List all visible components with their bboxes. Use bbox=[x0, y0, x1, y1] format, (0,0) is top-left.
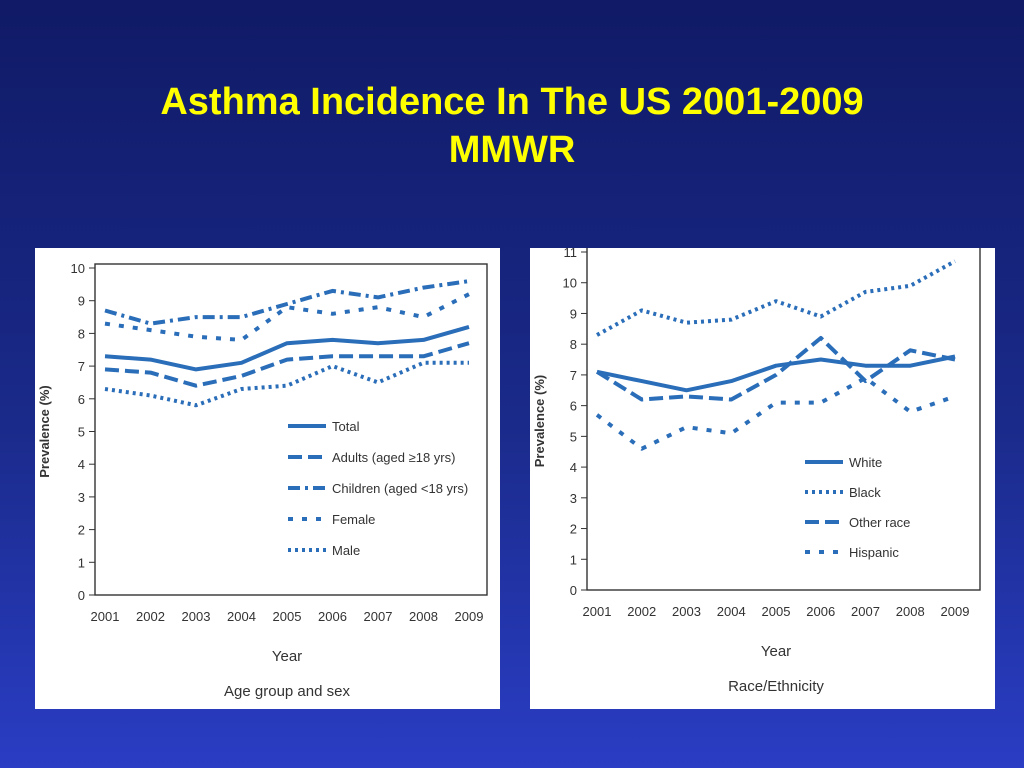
y-tick-label: 9 bbox=[78, 294, 85, 309]
legend-label: Black bbox=[849, 485, 881, 500]
y-tick-label: 8 bbox=[78, 326, 85, 341]
legend-label: Total bbox=[332, 419, 360, 434]
series-line-other-race bbox=[595, 336, 956, 402]
x-tick-label: 2005 bbox=[273, 609, 302, 624]
y-tick-label: 2 bbox=[78, 523, 85, 538]
x-tick-label: 2001 bbox=[91, 609, 120, 624]
legend-label: Children (aged <18 yrs) bbox=[332, 481, 468, 496]
x-tick-label: 2001 bbox=[583, 604, 612, 619]
series-line-male bbox=[104, 360, 469, 408]
y-tick-label: 6 bbox=[570, 399, 577, 414]
slide-title-line1: Asthma Incidence In The US 2001-2009 bbox=[160, 81, 864, 123]
y-tick-label: 9 bbox=[570, 306, 577, 321]
x-tick-label: 2002 bbox=[627, 604, 656, 619]
series-line-female bbox=[104, 292, 470, 342]
x-tick-label: 2006 bbox=[806, 604, 835, 619]
x-tick-label: 2004 bbox=[227, 609, 256, 624]
y-tick-label: 5 bbox=[78, 425, 85, 440]
y-tick-label: 8 bbox=[570, 337, 577, 352]
chart-caption: Race/Ethnicity bbox=[728, 678, 824, 695]
y-tick-label: 1 bbox=[570, 552, 577, 567]
x-tick-label: 2005 bbox=[762, 604, 791, 619]
y-tick-label: 0 bbox=[570, 583, 577, 598]
y-tick-label: 2 bbox=[570, 522, 577, 537]
y-tick-label: 7 bbox=[570, 368, 577, 383]
x-tick-label: 2009 bbox=[455, 609, 484, 624]
series-line-hispanic bbox=[595, 376, 956, 451]
x-tick-label: 2004 bbox=[717, 604, 746, 619]
y-tick-label: 4 bbox=[570, 460, 577, 475]
x-tick-label: 2008 bbox=[896, 604, 925, 619]
y-tick-label: 4 bbox=[78, 457, 85, 472]
series-line-black bbox=[596, 259, 956, 337]
x-tick-label: 2007 bbox=[851, 604, 880, 619]
y-tick-label: 10 bbox=[563, 276, 577, 291]
series-line-white bbox=[596, 354, 956, 393]
x-tick-label: 2009 bbox=[941, 604, 970, 619]
x-tick-label: 2003 bbox=[672, 604, 701, 619]
legend-label: Female bbox=[332, 512, 375, 527]
y-tick-label: 7 bbox=[78, 359, 85, 374]
x-axis-label: Year bbox=[272, 648, 302, 665]
chart-panel-age-sex: 0 1 2 3 4 5 6 7 8 9 10 2001 2002 2003 2004 2005 2006 2007… bbox=[35, 248, 500, 709]
chart-age-group-sex: 0 1 2 3 4 5 6 7 8 9 10 2001 2002 2003 2004 2005 2006 2007… bbox=[37, 261, 488, 700]
y-tick-label: 3 bbox=[78, 490, 85, 505]
legend-label: Male bbox=[332, 543, 360, 558]
legend-label: White bbox=[849, 455, 882, 470]
x-tick-label: 2006 bbox=[318, 609, 347, 624]
y-tick-label: 5 bbox=[570, 429, 577, 444]
y-tick-label: 3 bbox=[570, 491, 577, 506]
x-tick-label: 2002 bbox=[136, 609, 165, 624]
chart-race-ethnicity: 0 1 2 3 4 5 6 7 8 9 10 11 2001 2002 2003 2004 2005 2006 20… bbox=[532, 237, 981, 695]
x-tick-label: 2007 bbox=[364, 609, 393, 624]
legend-label: Adults (aged ≥18 yrs) bbox=[332, 450, 455, 465]
y-tick-label: 10 bbox=[71, 261, 85, 276]
y-tick-label: 1 bbox=[78, 555, 85, 570]
slide-title: Asthma Incidence In The US 2001-2009 MMW… bbox=[0, 78, 1024, 174]
series-line-children-aged-18-yrs bbox=[104, 279, 470, 326]
y-axis-label: Prevalence (%) bbox=[532, 375, 547, 468]
chart-panel-race-ethnicity: 0 1 2 3 4 5 6 7 8 9 10 11 2001 2002 2003 2004 2005 2006 20… bbox=[530, 237, 995, 709]
series-line-adults-aged-18-yrs bbox=[104, 341, 470, 388]
legend-label: Hispanic bbox=[849, 545, 899, 560]
series-line-total bbox=[104, 324, 470, 372]
x-axis-label: Year bbox=[761, 643, 791, 660]
y-tick-label: 6 bbox=[78, 392, 85, 407]
plot-frame bbox=[586, 237, 981, 591]
y-tick-label: 11 bbox=[564, 248, 578, 260]
y-tick-label: 0 bbox=[78, 588, 85, 603]
chart-caption: Age group and sex bbox=[224, 683, 350, 700]
legend-label: Other race bbox=[849, 515, 910, 530]
x-tick-label: 2003 bbox=[182, 609, 211, 624]
slide-title-line2: MMWR bbox=[448, 129, 576, 171]
y-axis-label: Prevalence (%) bbox=[37, 385, 52, 478]
plot-frame bbox=[94, 263, 488, 596]
x-tick-label: 2008 bbox=[409, 609, 438, 624]
